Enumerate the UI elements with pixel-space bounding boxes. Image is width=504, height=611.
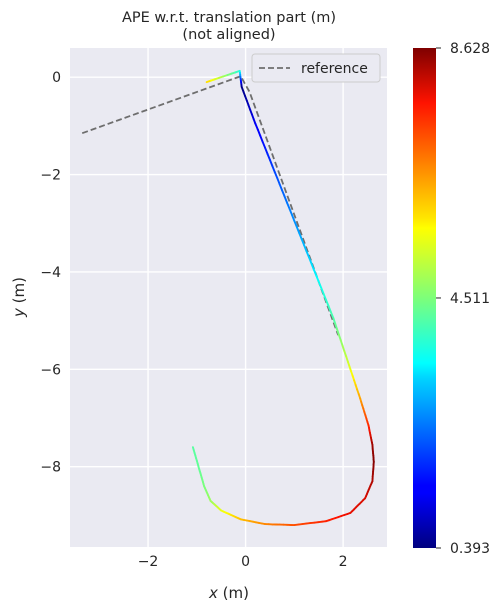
x-tick-labels: −2 0 2 — [138, 554, 348, 570]
y-axis-label: y (m) — [10, 277, 28, 318]
trajectory-segment — [295, 225, 301, 234]
plot-area — [70, 48, 387, 547]
chart-subtitle: (not aligned) — [182, 27, 275, 43]
x-axis-unit: (m) — [218, 584, 249, 602]
trajectory-segment — [269, 159, 274, 168]
trajectory-segment — [343, 350, 348, 358]
trajectory-segment — [315, 274, 320, 283]
reference-line — [81, 75, 340, 336]
trajectory-segment — [305, 250, 310, 259]
legend: reference — [251, 53, 381, 83]
grid-lines — [70, 48, 387, 547]
trajectory-segment — [317, 280, 323, 289]
trajectory-segment — [293, 219, 298, 228]
trajectory-segment — [332, 317, 337, 325]
trajectory-line — [191, 69, 375, 527]
colorbar-tick-label: 8.628 — [450, 41, 490, 57]
colorbar — [413, 48, 436, 548]
x-tick-label: 0 — [241, 554, 250, 570]
legend-box — [251, 53, 381, 83]
trajectory-segment — [341, 344, 346, 353]
y-tick-label: −6 — [40, 362, 61, 378]
trajectory-segment — [271, 165, 276, 174]
x-axis-label: x (m) — [208, 584, 249, 602]
trajectory-segment — [320, 286, 325, 295]
trajectory-segment — [276, 177, 281, 186]
y-axis-unit: (m) — [10, 277, 28, 308]
trajectory-segment — [345, 355, 349, 363]
trajectory-segment — [298, 232, 303, 241]
trajectory-segment — [256, 128, 262, 137]
trajectory-segment — [273, 171, 279, 180]
trajectory-segment — [259, 134, 264, 143]
x-axis-var: x — [208, 584, 218, 602]
trajectory-segment — [283, 195, 288, 204]
trajectory-segment — [286, 201, 291, 210]
trajectory-segment — [254, 122, 259, 131]
y-tick-label: −8 — [40, 460, 61, 476]
trajectory-segment — [264, 146, 269, 155]
trajectory-segment — [266, 152, 271, 161]
y-tick-label: −2 — [40, 168, 61, 184]
colorbar-tick-label: 0.393 — [450, 541, 490, 557]
trajectory-segment — [336, 328, 340, 336]
y-tick-labels: 0 −2 −4 −6 −8 — [40, 70, 61, 475]
trajectory-segment — [322, 292, 327, 301]
trajectory-segment — [308, 256, 313, 265]
series-layer — [81, 69, 375, 527]
trajectory-segment — [281, 189, 286, 198]
trajectory-segment — [191, 446, 195, 451]
trajectory-segment — [278, 183, 284, 192]
x-tick-label: 2 — [339, 554, 348, 570]
chart-title: APE w.r.t. translation part (m) — [122, 10, 336, 26]
trajectory-segment — [337, 333, 342, 342]
trajectory-segment — [327, 305, 332, 314]
trajectory-segment — [329, 311, 335, 320]
plot-background — [70, 48, 387, 547]
y-axis-var: y — [10, 307, 28, 318]
x-tick-label: −2 — [138, 554, 159, 570]
trajectory-segment — [339, 339, 344, 347]
trajectory-segment — [300, 238, 306, 247]
trajectory-segment — [310, 262, 315, 271]
legend-reference-label: reference — [301, 61, 368, 77]
trajectory-segment — [288, 207, 293, 216]
trajectory-segment — [261, 140, 267, 149]
y-tick-label: 0 — [52, 70, 61, 86]
trajectory-segment — [325, 298, 330, 307]
trajectory-segment — [312, 268, 318, 277]
trajectory-segment — [303, 244, 308, 253]
y-tick-label: −4 — [40, 265, 61, 281]
colorbar-tick-label: 4.511 — [450, 291, 490, 307]
trajectory-segment — [290, 213, 296, 222]
colorbar-ticks: 0.393 4.511 8.628 — [436, 41, 490, 557]
